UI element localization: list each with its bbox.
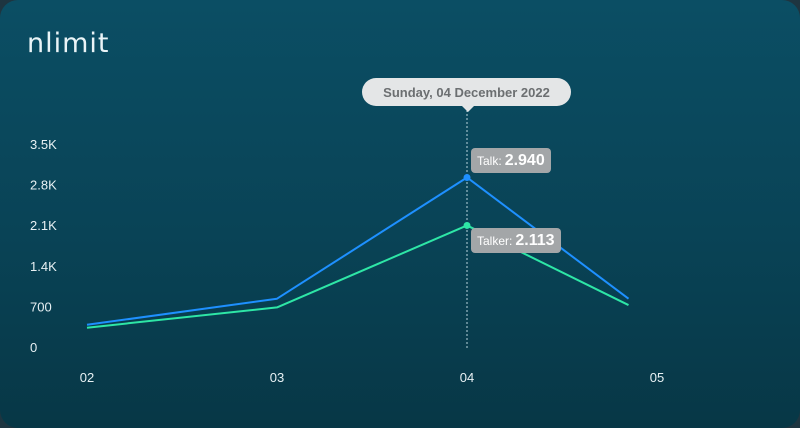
tooltip-talker-label: Talker:: [477, 233, 513, 248]
x-tick-label: 02: [80, 370, 94, 385]
x-axis-ticks: 02 03 04 05: [80, 370, 664, 385]
x-tick-label: 04: [460, 370, 474, 385]
tooltip-talk-value: 2.940: [504, 151, 545, 169]
x-tick-label: 03: [270, 370, 284, 385]
tooltip-date-pill: Sunday, 04 December 2022: [362, 78, 571, 112]
series-line-talker: [86, 224, 629, 329]
tooltip-talk: Talk: 2.940: [471, 148, 551, 173]
y-tick-label: 0: [30, 340, 37, 355]
y-tick-label: 3.5K: [30, 137, 57, 152]
tooltip-talker: Talker: 2.113: [471, 228, 561, 253]
tooltip-talker-value: 2.113: [515, 231, 555, 249]
active-point-talker[interactable]: [463, 221, 471, 229]
y-tick-label: 2.1K: [30, 218, 57, 233]
brand-logo: nlimit: [27, 28, 110, 59]
active-point-talk[interactable]: [463, 173, 471, 181]
y-axis-ticks: 0 700 1.4K 2.1K 2.8K 3.5K: [30, 137, 57, 355]
x-tick-label: 05: [650, 370, 664, 385]
tooltip-date-label: Sunday, 04 December 2022: [383, 84, 550, 100]
y-tick-label: 700: [30, 299, 52, 314]
tooltip-talk-label: Talk:: [477, 153, 502, 168]
y-tick-label: 2.8K: [30, 178, 57, 193]
y-tick-label: 1.4K: [30, 259, 57, 274]
tooltip-arrow: [462, 106, 474, 112]
